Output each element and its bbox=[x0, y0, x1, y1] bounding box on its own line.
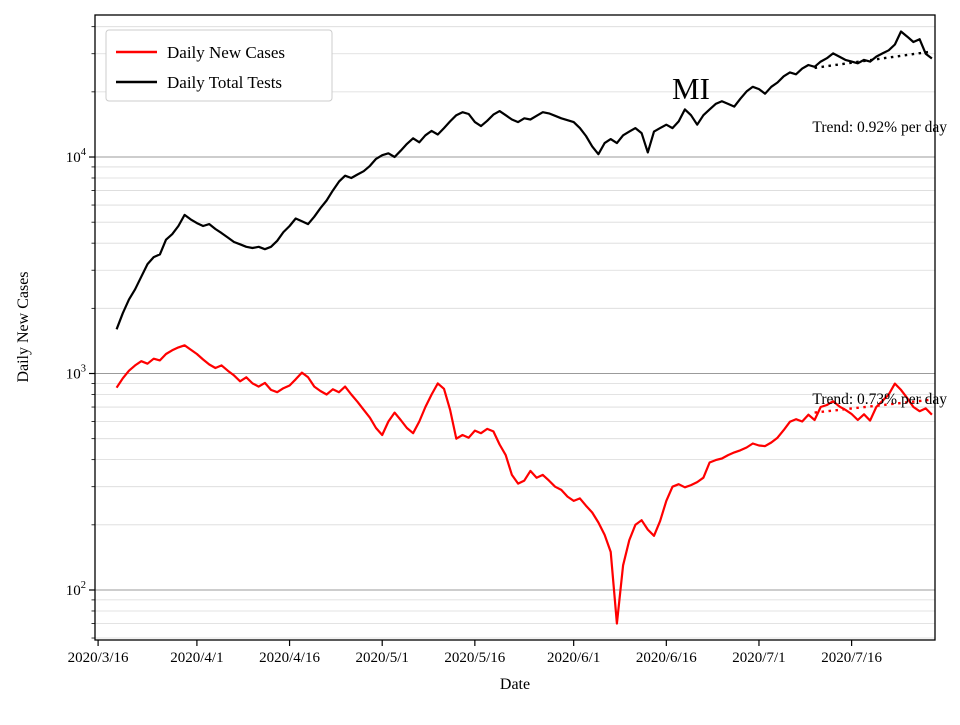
x-tick-label: 2020/6/16 bbox=[636, 650, 697, 666]
y-tick-label: 104 bbox=[66, 147, 87, 166]
x-tick-label: 2020/3/16 bbox=[68, 650, 129, 666]
plot-border bbox=[94, 14, 936, 641]
trend-label-tests: Trend: 0.92% per day bbox=[812, 119, 947, 136]
gridlines-group bbox=[95, 26, 935, 639]
y-tick-label: 102 bbox=[66, 580, 86, 599]
x-tick-label: 2020/4/1 bbox=[170, 650, 223, 666]
x-tick-label: 2020/7/1 bbox=[732, 650, 785, 666]
legend-label-daily-total-tests: Daily Total Tests bbox=[167, 73, 282, 92]
y-tick-label: 103 bbox=[66, 364, 86, 383]
trend-line-daily-total-tests bbox=[814, 50, 933, 70]
legend: Daily New Cases Daily Total Tests bbox=[105, 29, 333, 102]
series-group bbox=[115, 30, 933, 625]
x-tick-label: 2020/6/1 bbox=[547, 650, 600, 666]
x-tick-label: 2020/5/16 bbox=[444, 650, 505, 666]
axes-group: 102 103 104 2020/3/16 2020/4/1 2020/4/16 2020/… bbox=[66, 26, 883, 666]
series-line-daily-new-cases bbox=[115, 344, 933, 625]
legend-label-daily-new-cases: Daily New Cases bbox=[167, 43, 285, 62]
trend-line-daily-new-cases bbox=[814, 398, 933, 414]
legend-box bbox=[105, 29, 333, 102]
series-line-daily-total-tests bbox=[115, 30, 933, 330]
trend-label-cases: Trend: 0.73% per day bbox=[812, 391, 947, 408]
x-tick-label: 2020/7/16 bbox=[821, 650, 882, 666]
x-tick-label: 2020/4/16 bbox=[259, 650, 320, 666]
x-axis-label: Date bbox=[500, 676, 530, 693]
state-label: MI bbox=[672, 71, 710, 106]
y-axis-label: Daily New Cases bbox=[15, 271, 32, 382]
x-tick-label: 2020/5/1 bbox=[356, 650, 409, 666]
